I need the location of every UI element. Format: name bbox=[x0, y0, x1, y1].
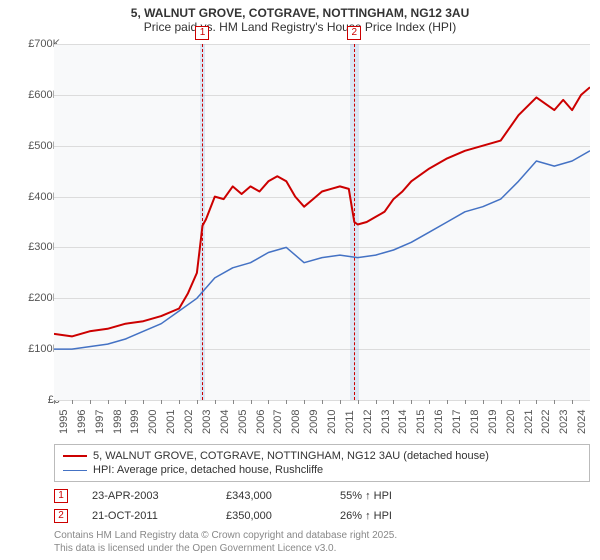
legend: 5, WALNUT GROVE, COTGRAVE, NOTTINGHAM, N… bbox=[54, 444, 590, 482]
sale-badge: 1 bbox=[54, 489, 68, 503]
x-axis-label: 1999 bbox=[129, 410, 141, 434]
legend-item: HPI: Average price, detached house, Rush… bbox=[63, 463, 581, 477]
y-axis-label: £600K bbox=[10, 89, 60, 101]
x-tick bbox=[536, 400, 537, 404]
x-tick bbox=[304, 400, 305, 404]
x-axis-label: 2008 bbox=[290, 410, 302, 434]
x-tick bbox=[286, 400, 287, 404]
attribution: Contains HM Land Registry data © Crown c… bbox=[54, 530, 590, 555]
x-axis-label: 2023 bbox=[558, 410, 570, 434]
x-axis-label: 2009 bbox=[308, 410, 320, 434]
x-axis-label: 1995 bbox=[58, 410, 70, 434]
sale-price: £350,000 bbox=[226, 510, 316, 522]
x-tick bbox=[197, 400, 198, 404]
x-tick bbox=[554, 400, 555, 404]
x-tick bbox=[483, 400, 484, 404]
sale-row: 1 23-APR-2003 £343,000 55% ↑ HPI bbox=[54, 486, 590, 506]
x-axis-label: 1997 bbox=[94, 410, 106, 434]
x-tick bbox=[376, 400, 377, 404]
y-axis-label: £200K bbox=[10, 292, 60, 304]
x-axis-label: 2014 bbox=[397, 410, 409, 434]
sale-price: £343,000 bbox=[226, 490, 316, 502]
page-subtitle: Price paid vs. HM Land Registry's House … bbox=[0, 20, 600, 34]
x-axis-label: 2012 bbox=[362, 410, 374, 434]
y-axis-label: £0 bbox=[10, 394, 60, 406]
x-axis-label: 2016 bbox=[433, 410, 445, 434]
marker-badge: 1 bbox=[195, 26, 209, 40]
x-tick bbox=[90, 400, 91, 404]
y-axis-label: £300K bbox=[10, 241, 60, 253]
page-title-address: 5, WALNUT GROVE, COTGRAVE, NOTTINGHAM, N… bbox=[0, 6, 600, 20]
attribution-line1: Contains HM Land Registry data © Crown c… bbox=[54, 530, 590, 543]
y-axis-label: £400K bbox=[10, 191, 60, 203]
marker-badge: 2 bbox=[347, 26, 361, 40]
x-axis-label: 2013 bbox=[380, 410, 392, 434]
legend-label: 5, WALNUT GROVE, COTGRAVE, NOTTINGHAM, N… bbox=[93, 450, 489, 462]
x-tick bbox=[572, 400, 573, 404]
x-axis-label: 2003 bbox=[201, 410, 213, 434]
x-axis-label: 2007 bbox=[272, 410, 284, 434]
legend-swatch bbox=[63, 455, 87, 457]
series-line-price_paid bbox=[54, 87, 590, 336]
x-tick bbox=[358, 400, 359, 404]
x-axis-label: 2010 bbox=[326, 410, 338, 434]
x-tick bbox=[268, 400, 269, 404]
x-axis-label: 2004 bbox=[219, 410, 231, 434]
x-axis-label: 2001 bbox=[165, 410, 177, 434]
x-axis-label: 2002 bbox=[183, 410, 195, 434]
x-axis-label: 1998 bbox=[112, 410, 124, 434]
x-axis-label: 2022 bbox=[540, 410, 552, 434]
x-tick bbox=[161, 400, 162, 404]
attribution-line2: This data is licensed under the Open Gov… bbox=[54, 543, 590, 556]
x-tick bbox=[215, 400, 216, 404]
x-tick bbox=[143, 400, 144, 404]
y-axis-label: £700K bbox=[10, 38, 60, 50]
legend-swatch bbox=[63, 470, 87, 471]
x-axis-label: 2011 bbox=[344, 410, 356, 434]
x-tick bbox=[393, 400, 394, 404]
x-axis-label: 2024 bbox=[576, 410, 588, 434]
x-axis-label: 1996 bbox=[76, 410, 88, 434]
x-axis-label: 2000 bbox=[147, 410, 159, 434]
chart-lines bbox=[54, 44, 590, 400]
x-tick bbox=[465, 400, 466, 404]
x-axis-label: 2005 bbox=[237, 410, 249, 434]
sale-date: 21-OCT-2011 bbox=[92, 510, 202, 522]
sales-table: 1 23-APR-2003 £343,000 55% ↑ HPI 2 21-OCT-201… bbox=[54, 486, 590, 526]
x-axis-label: 2006 bbox=[255, 410, 267, 434]
x-axis-label: 2017 bbox=[451, 410, 463, 434]
x-tick bbox=[108, 400, 109, 404]
x-tick bbox=[233, 400, 234, 404]
x-tick bbox=[447, 400, 448, 404]
x-tick bbox=[429, 400, 430, 404]
sale-row: 2 21-OCT-2011 £350,000 26% ↑ HPI bbox=[54, 506, 590, 526]
legend-label: HPI: Average price, detached house, Rush… bbox=[93, 464, 323, 476]
x-tick bbox=[340, 400, 341, 404]
sale-date: 23-APR-2003 bbox=[92, 490, 202, 502]
x-tick bbox=[179, 400, 180, 404]
x-axis-label: 2020 bbox=[505, 410, 517, 434]
legend-item: 5, WALNUT GROVE, COTGRAVE, NOTTINGHAM, N… bbox=[63, 449, 581, 463]
x-axis-label: 2019 bbox=[487, 410, 499, 434]
chart-plot-area: 12 bbox=[54, 44, 590, 400]
sale-delta: 26% ↑ HPI bbox=[340, 510, 460, 522]
y-axis-label: £100K bbox=[10, 343, 60, 355]
sale-delta: 55% ↑ HPI bbox=[340, 490, 460, 502]
sale-badge: 2 bbox=[54, 509, 68, 523]
x-axis-label: 2015 bbox=[415, 410, 427, 434]
x-tick bbox=[72, 400, 73, 404]
x-axis-label: 2018 bbox=[469, 410, 481, 434]
x-axis-label: 2021 bbox=[523, 410, 535, 434]
series-line-hpi bbox=[54, 151, 590, 349]
x-tick bbox=[125, 400, 126, 404]
x-tick bbox=[54, 400, 55, 404]
x-tick bbox=[251, 400, 252, 404]
x-tick bbox=[411, 400, 412, 404]
x-tick bbox=[322, 400, 323, 404]
x-tick bbox=[519, 400, 520, 404]
x-tick bbox=[501, 400, 502, 404]
y-axis-label: £500K bbox=[10, 140, 60, 152]
